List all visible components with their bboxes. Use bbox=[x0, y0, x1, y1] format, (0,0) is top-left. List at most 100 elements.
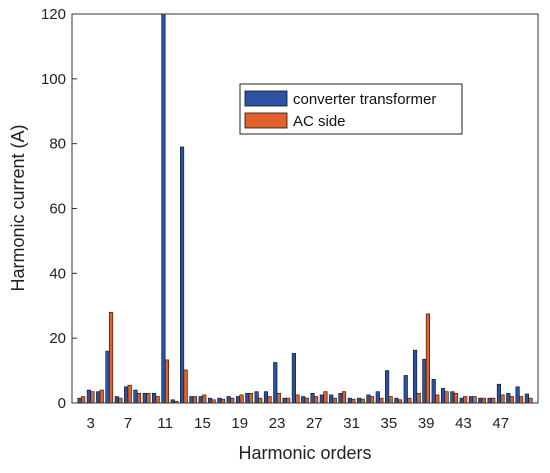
y-tick-label: 100 bbox=[41, 71, 66, 88]
bar-converter-transformer-h23 bbox=[273, 362, 278, 404]
bar-converter-transformer-h8 bbox=[133, 389, 138, 404]
bar-converter-transformer-h7 bbox=[124, 386, 129, 404]
bar-ac-side-h25 bbox=[295, 394, 300, 404]
bar-converter-transformer-h41 bbox=[440, 388, 446, 404]
bar-ac-side-h19 bbox=[239, 394, 244, 404]
bar-converter-transformer-h20 bbox=[245, 392, 250, 404]
bar-ac-side-h38 bbox=[416, 392, 421, 404]
bar-ac-side-h8 bbox=[136, 392, 142, 404]
bar-ac-side-h17 bbox=[220, 398, 225, 404]
bar-converter-transformer-h27 bbox=[310, 392, 315, 404]
bar-converter-transformer-h14 bbox=[189, 396, 194, 404]
bar-converter-transformer-h29 bbox=[329, 394, 334, 404]
bar-converter-transformer-h48 bbox=[506, 392, 511, 404]
y-tick-label: 20 bbox=[49, 330, 66, 347]
bar-converter-transformer-h3 bbox=[86, 389, 91, 404]
bar-converter-transformer-h34 bbox=[375, 391, 380, 404]
legend-swatch-converter-transformer bbox=[244, 90, 288, 107]
y-axis-ticks: 0 20 40 60 80 100 120 bbox=[41, 6, 77, 412]
bar-ac-side-h3 bbox=[90, 391, 95, 404]
bar-ac-side-h2 bbox=[81, 396, 86, 404]
bar-converter-transformer-h39 bbox=[422, 358, 427, 404]
bar-converter-transformer-h35 bbox=[385, 370, 390, 404]
y-tick-label: 0 bbox=[58, 395, 66, 412]
bar-converter-transformer-h28 bbox=[319, 394, 324, 404]
bar-ac-side-h33 bbox=[369, 396, 375, 404]
legend-label-converter-transformer: converter transformer bbox=[293, 91, 436, 108]
plot-area bbox=[72, 14, 538, 403]
x-tick-label: 3 bbox=[86, 415, 94, 432]
bar-ac-side-h41 bbox=[444, 391, 449, 404]
x-tick-label: 43 bbox=[455, 415, 472, 432]
bar-converter-transformer-h36 bbox=[394, 397, 399, 404]
bar-ac-side-h11 bbox=[164, 359, 170, 404]
bar-converter-transformer-h38 bbox=[412, 349, 418, 404]
bar-converter-transformer-h15 bbox=[198, 396, 203, 404]
bar-converter-transformer-h2 bbox=[77, 397, 82, 404]
bar-ac-side-h30 bbox=[341, 391, 347, 404]
x-tick-label: 7 bbox=[124, 415, 132, 432]
bar-converter-transformer-h11 bbox=[161, 13, 166, 404]
bar-ac-side-h6 bbox=[118, 397, 123, 404]
x-tick-label: 35 bbox=[381, 415, 398, 432]
bar-converter-transformer-h18 bbox=[226, 396, 231, 404]
bar-ac-side-h21 bbox=[258, 397, 263, 404]
y-tick-label: 120 bbox=[41, 6, 66, 23]
x-tick-label: 31 bbox=[343, 415, 360, 432]
y-tick-label: 40 bbox=[49, 265, 66, 282]
bar-ac-side-h15 bbox=[202, 394, 207, 404]
bar-ac-side-h32 bbox=[360, 398, 365, 404]
bar-ac-side-h22 bbox=[267, 396, 272, 404]
bar-converter-transformer-h43 bbox=[459, 397, 464, 404]
bar-ac-side-h18 bbox=[230, 397, 235, 404]
bar-converter-transformer-h42 bbox=[450, 391, 455, 404]
bar-ac-side-h27 bbox=[314, 396, 319, 404]
bar-ac-side-h9 bbox=[146, 392, 151, 404]
bar-converter-transformer-h31 bbox=[347, 397, 352, 404]
bar-ac-side-h26 bbox=[304, 397, 309, 404]
bar-converter-transformer-h46 bbox=[487, 397, 492, 404]
bar-ac-side-h46 bbox=[491, 397, 496, 404]
bar-converter-transformer-h21 bbox=[254, 391, 259, 404]
bar-converter-transformer-h44 bbox=[468, 396, 474, 404]
x-tick-label: 19 bbox=[231, 415, 248, 432]
bar-ac-side-h35 bbox=[388, 396, 393, 404]
bar-ac-side-h39 bbox=[425, 313, 431, 404]
legend-label-ac-side: AC side bbox=[293, 113, 346, 130]
bar-ac-side-h48 bbox=[509, 396, 514, 404]
bar-converter-transformer-h10 bbox=[152, 392, 157, 404]
x-axis-ticks: 3 7 11 15 19 23 27 31 35 39 43 47 bbox=[86, 398, 509, 432]
bar-ac-side-h47 bbox=[500, 394, 505, 404]
bar-ac-side-h13 bbox=[183, 369, 188, 404]
bar-converter-transformer-h40 bbox=[431, 379, 436, 404]
bar-converter-transformer-h5 bbox=[105, 350, 110, 404]
bar-converter-transformer-h32 bbox=[357, 397, 362, 404]
bar-ac-side-h20 bbox=[248, 392, 253, 404]
y-tick-label: 80 bbox=[49, 136, 66, 153]
bar-converter-transformer-h13 bbox=[180, 146, 185, 404]
bar-ac-side-h40 bbox=[435, 394, 440, 404]
bar-converter-transformer-h24 bbox=[282, 397, 287, 404]
bar-converter-transformer-h26 bbox=[301, 396, 306, 404]
x-tick-label: 23 bbox=[269, 415, 286, 432]
bar-ac-side-h50 bbox=[528, 397, 533, 404]
bar-converter-transformer-h50 bbox=[524, 393, 529, 404]
bar-ac-side-h23 bbox=[276, 392, 281, 404]
y-axis-title: Harmonic current (A) bbox=[8, 124, 28, 291]
bar-ac-side-h43 bbox=[463, 396, 468, 404]
bar-converter-transformer-h47 bbox=[496, 383, 502, 404]
x-tick-label: 11 bbox=[157, 415, 173, 432]
bar-ac-side-h28 bbox=[323, 391, 328, 404]
x-tick-label: 15 bbox=[194, 415, 211, 432]
bar-ac-side-h44 bbox=[472, 396, 477, 404]
bar-converter-transformer-h33 bbox=[366, 394, 371, 404]
bar-ac-side-h42 bbox=[453, 392, 458, 404]
x-tick-label: 27 bbox=[306, 415, 323, 432]
bar-converter-transformer-h16 bbox=[207, 397, 213, 404]
bar-converter-transformer-h4 bbox=[96, 391, 101, 404]
legend-swatch-ac-side bbox=[244, 112, 288, 129]
bar-ac-side-h10 bbox=[155, 396, 160, 404]
bar-converter-transformer-h6 bbox=[114, 396, 119, 404]
bar-ac-side-h5 bbox=[108, 311, 114, 404]
